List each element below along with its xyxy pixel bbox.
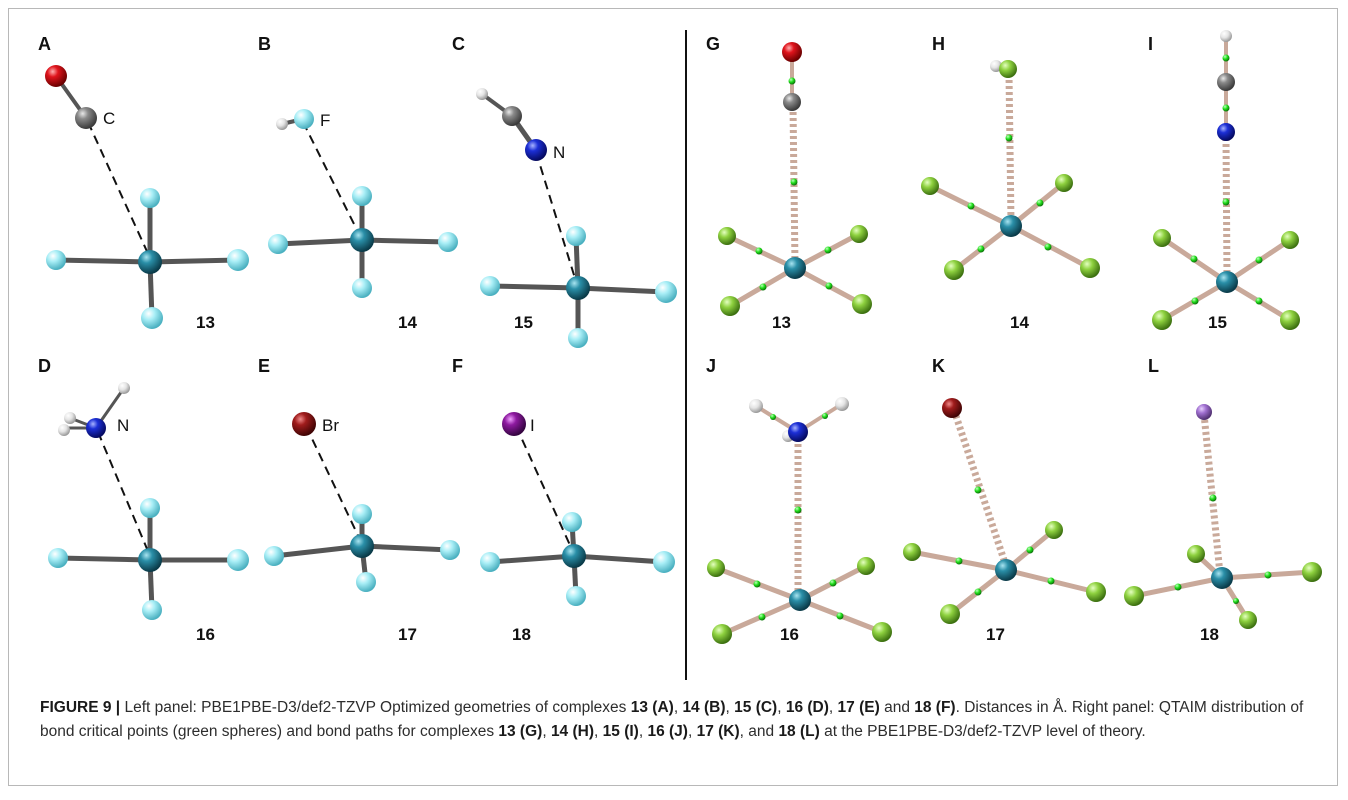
panel-l-qtaim — [1124, 404, 1322, 629]
atom-label-b: F — [320, 111, 330, 130]
atom-label-e: Br — [322, 416, 339, 435]
caption-sep: , — [725, 699, 735, 716]
figure-label: FIGURE 9 | — [40, 699, 121, 716]
panel-label-c: C — [452, 34, 465, 54]
caption-text: . Distances in Å. Right panel: QTAIM dis… — [40, 699, 1304, 740]
compound-number-g: 13 — [772, 313, 791, 332]
caption-text: Left panel: PBE1PBE-D3/def2-TZVP Optimiz… — [120, 699, 631, 716]
panel-j-qtaim — [707, 397, 892, 644]
caption-ref: 18 (F) — [914, 699, 956, 716]
caption-sep: , — [777, 699, 786, 716]
caption-sep: , — [687, 723, 697, 740]
caption-ref: 16 (J) — [647, 723, 688, 740]
panel-label-a: A — [38, 34, 51, 54]
compound-number-a: 13 — [196, 313, 215, 332]
atom-label-c: N — [553, 143, 565, 162]
panel-label-j: J — [706, 356, 716, 376]
panel-f-molecule — [480, 412, 675, 606]
caption-ref: 17 (K) — [696, 723, 740, 740]
panel-label-f: F — [452, 356, 463, 376]
caption-ref: 13 (G) — [498, 723, 543, 740]
atom-label-f: I — [530, 416, 535, 435]
compound-number-e: 17 — [398, 625, 417, 644]
panel-i-qtaim — [1152, 30, 1300, 330]
caption-sep: , — [673, 699, 683, 716]
panel-label-e: E — [258, 356, 270, 376]
caption-ref: 14 (B) — [682, 699, 726, 716]
caption-sep: , and — [739, 723, 779, 740]
compound-number-l: 18 — [1200, 625, 1219, 644]
compound-number-c: 15 — [514, 313, 533, 332]
panel-h-qtaim — [921, 60, 1100, 280]
caption-ref: 15 (I) — [602, 723, 639, 740]
caption-ref: 15 (C) — [734, 699, 778, 716]
panel-label-d: D — [38, 356, 51, 376]
compound-number-d: 16 — [196, 625, 215, 644]
compound-number-k: 17 — [986, 625, 1005, 644]
caption-ref: 16 (D) — [785, 699, 829, 716]
panel-label-h: H — [932, 34, 945, 54]
figure-graphic: A C 13 B F 14 C N 15 — [38, 30, 1322, 680]
panel-label-k: K — [932, 356, 945, 376]
panel-d-molecule — [48, 382, 249, 620]
panel-b-molecule — [268, 109, 458, 298]
panel-label-g: G — [706, 34, 720, 54]
figure-frame — [8, 8, 1338, 786]
caption-ref: 13 (A) — [630, 699, 674, 716]
atom-label-d: N — [117, 416, 129, 435]
panel-g-qtaim — [718, 42, 872, 316]
compound-number-b: 14 — [398, 313, 417, 332]
caption-ref: 14 (H) — [550, 723, 595, 740]
panel-label-i: I — [1148, 34, 1153, 54]
panel-k-qtaim — [903, 398, 1106, 624]
panel-c-molecule — [476, 88, 677, 348]
caption-sep: , — [638, 723, 648, 740]
caption-sep: , — [594, 723, 603, 740]
figure-caption: FIGURE 9 | Left panel: PBE1PBE-D3/def2-T… — [40, 696, 1330, 744]
caption-text: at the PBE1PBE-D3/def2-TZVP level of the… — [819, 723, 1146, 740]
panel-label-l: L — [1148, 356, 1159, 376]
panel-a-molecule — [45, 65, 249, 329]
panel-label-b: B — [258, 34, 271, 54]
compound-number-f: 18 — [512, 625, 531, 644]
compound-number-h: 14 — [1010, 313, 1029, 332]
caption-sep: , — [542, 723, 551, 740]
compound-number-i: 15 — [1208, 313, 1227, 332]
caption-ref: 17 (E) — [837, 699, 880, 716]
caption-ref: 18 (L) — [778, 723, 820, 740]
caption-sep: and — [879, 699, 915, 716]
compound-number-j: 16 — [780, 625, 799, 644]
panel-e-molecule — [264, 412, 460, 592]
atom-label-a: C — [103, 109, 115, 128]
caption-sep: , — [828, 699, 838, 716]
